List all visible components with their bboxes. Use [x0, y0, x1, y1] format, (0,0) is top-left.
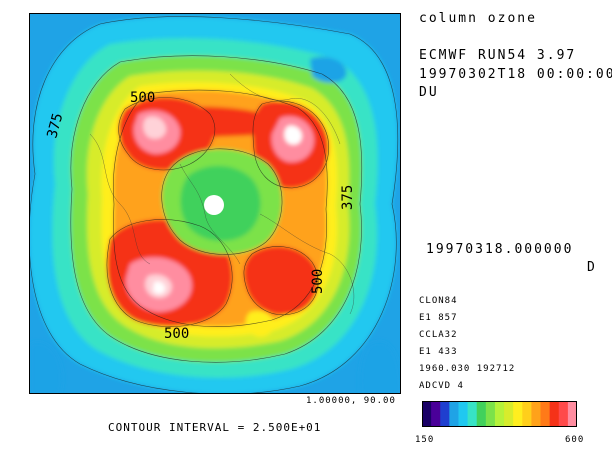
info-line: CCLA32 [419, 330, 458, 340]
colorbar-min-label: 150 [415, 435, 435, 445]
projection-label: 1.00000, 90.00 [306, 396, 396, 406]
colorbar-swatch [440, 401, 450, 427]
colorbar-swatch [431, 401, 441, 427]
contour-label-right-500: 500 [310, 269, 326, 294]
datetime-title: 19970302T18 00:00:00 [419, 67, 612, 82]
colorbar-swatch [485, 401, 496, 427]
info-line: E1 857 [419, 313, 458, 323]
colorbar-swatch [494, 401, 505, 427]
colorbar-swatch [531, 401, 542, 427]
contour-label-left-375: 375 [44, 111, 66, 140]
contour-label-bottom-500: 500 [164, 326, 189, 342]
colorbar-swatch [467, 401, 478, 427]
colorbar-max-label: 600 [565, 435, 585, 445]
colorbar [422, 401, 577, 427]
info-line: 1960.030 192712 [419, 364, 516, 374]
info-line: E1 433 [419, 347, 458, 357]
coastlines [89, 73, 355, 315]
units-title: DU [419, 85, 439, 100]
ozone-map: 375 500 375 500 500 [29, 13, 401, 394]
info-line: ADCVD 4 [419, 381, 464, 391]
colorbar-swatch [422, 401, 432, 427]
field-title: column ozone [419, 11, 537, 26]
colorbar-swatch [504, 401, 514, 427]
contour-label-right-375: 375 [340, 185, 356, 210]
colorbar-swatch [567, 401, 577, 427]
run-title: ECMWF RUN54 3.97 [419, 48, 577, 63]
d-label: D [587, 260, 597, 275]
colorbar-swatch [558, 401, 569, 427]
info-line: CLON84 [419, 296, 458, 306]
colorbar-swatch [458, 401, 469, 427]
ozone-contour-map: 375 500 375 500 500 [30, 14, 400, 393]
colorbar-swatch [476, 401, 487, 427]
colorbar-swatch [522, 401, 532, 427]
colorbar-swatch [449, 401, 459, 427]
colorbar-swatch [513, 401, 523, 427]
colorbar-swatch [549, 401, 560, 427]
contour-lines [30, 16, 399, 393]
date-code: 19970318.000000 [426, 242, 574, 257]
contour-label-top-500: 500 [130, 90, 155, 106]
north-pole-marker [204, 195, 224, 215]
colorbar-swatch [540, 401, 551, 427]
contour-interval-label: CONTOUR INTERVAL = 2.500E+01 [108, 421, 322, 434]
colorbar-frame [422, 401, 577, 427]
